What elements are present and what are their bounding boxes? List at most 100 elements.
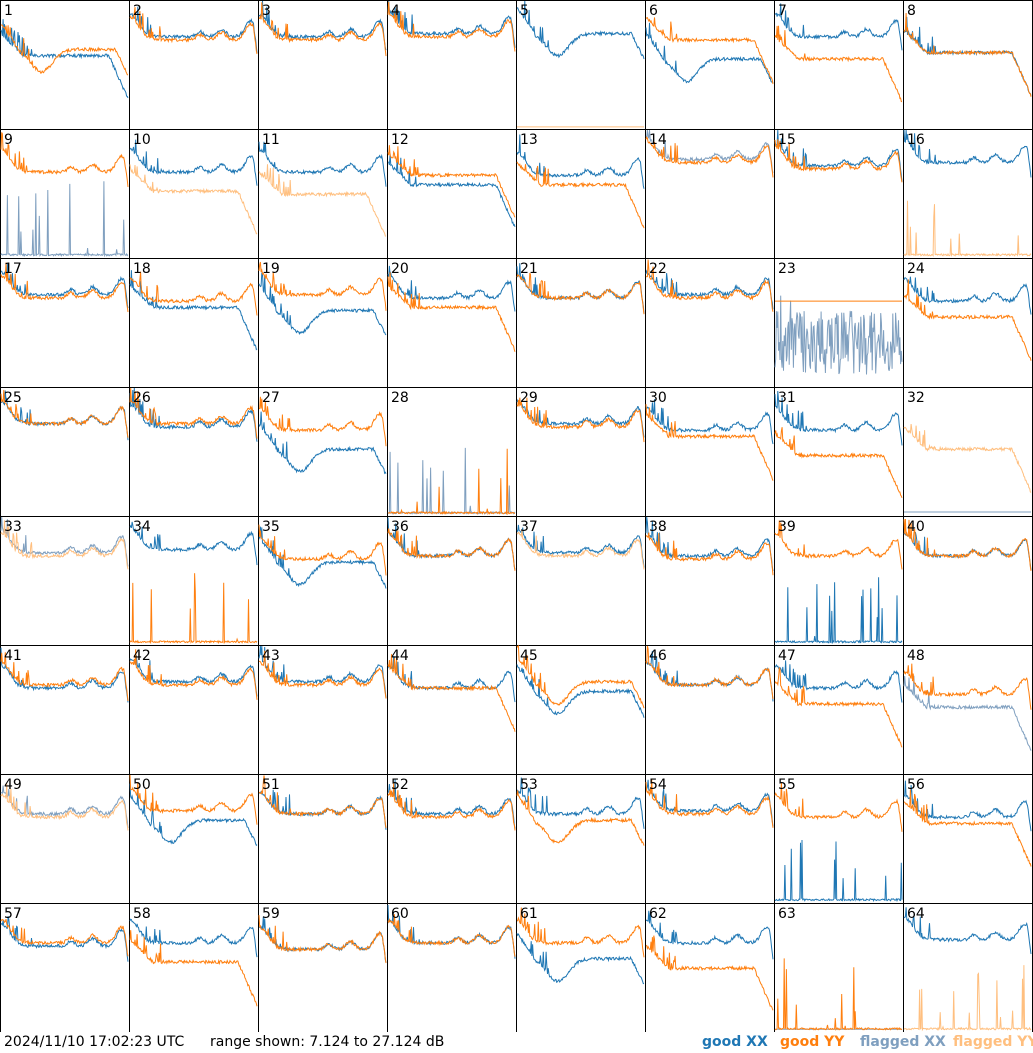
- panel-label: 57: [4, 906, 22, 922]
- series-yy-4: [387, 1, 516, 52]
- panel-label: 45: [520, 648, 538, 664]
- series-xx-61: [516, 933, 645, 985]
- panel-63: 63: [774, 903, 904, 1032]
- panel-12: 12: [387, 129, 517, 259]
- panel-label: 25: [4, 390, 22, 406]
- panel-label: 35: [262, 519, 280, 535]
- panel-frame: [516, 0, 646, 130]
- series-yy-57: [0, 918, 129, 957]
- series-yy-29: [516, 397, 645, 443]
- panel-16: 16: [903, 129, 1033, 259]
- series-yy-51: [258, 775, 387, 828]
- panel-62: 62: [645, 903, 775, 1032]
- panel-frame: [258, 903, 388, 1032]
- panel-frame: [129, 903, 259, 1032]
- panel-frame: [0, 387, 130, 517]
- panel-9: 9: [0, 129, 130, 259]
- series-xx-42: [129, 655, 258, 697]
- series-yy-8: [903, 12, 1032, 97]
- panel-8: 8: [903, 0, 1033, 130]
- panel-frame: [516, 645, 646, 775]
- panel-label: 53: [520, 777, 538, 793]
- panel-43: 43: [258, 645, 388, 775]
- panel-label: 54: [649, 777, 667, 793]
- panel-label: 51: [262, 777, 280, 793]
- panel-27: 27: [258, 387, 388, 517]
- series-xx-34: [129, 521, 258, 566]
- series-yy-6: [645, 16, 774, 85]
- series-yy-17: [0, 262, 129, 313]
- panel-41: 41: [0, 645, 130, 775]
- panel-label: 31: [778, 390, 796, 406]
- panel-frame: [774, 516, 904, 646]
- panel-label: 4: [391, 3, 400, 19]
- panel-label: 60: [391, 906, 409, 922]
- series-yy-58: [129, 930, 258, 1007]
- series-xx-20: [387, 265, 516, 312]
- panel-frame: [774, 0, 904, 130]
- panel-51: 51: [258, 774, 388, 904]
- series-yy-7: [774, 25, 903, 103]
- panel-26: 26: [129, 387, 259, 517]
- series-xx-41: [0, 647, 129, 703]
- panel-frame: [0, 903, 130, 1032]
- panel-label: 11: [262, 132, 280, 148]
- series-xx-24: [903, 276, 1032, 315]
- panel-label: 49: [4, 777, 22, 793]
- series-yy-52: [387, 783, 516, 831]
- panel-frame: [645, 258, 775, 388]
- panel-28: 28: [387, 387, 517, 517]
- panel-19: 19: [258, 258, 388, 388]
- series-yy-37: [516, 529, 645, 570]
- panel-label: 26: [133, 390, 151, 406]
- panel-42: 42: [129, 645, 259, 775]
- series-xx-45: [516, 664, 645, 718]
- panel-30: 30: [645, 387, 775, 517]
- series-yy-54: [645, 778, 774, 828]
- panel-40: 40: [903, 516, 1033, 646]
- panel-label: 6: [649, 3, 658, 19]
- series-yy-12: [387, 145, 516, 218]
- panel-7: 7: [774, 0, 904, 130]
- series-yy-55: [774, 782, 903, 832]
- timestamp-label: 2024/11/10 17:02:23 UTC: [4, 1034, 185, 1050]
- series-xx-53: [516, 777, 645, 829]
- panel-frame: [645, 0, 775, 130]
- panel-frame: [258, 645, 388, 775]
- panel-label: 40: [907, 519, 925, 535]
- panel-frame: [258, 516, 388, 646]
- panel-frame: [387, 258, 517, 388]
- series-yy-30: [645, 404, 774, 481]
- series-yy-24: [903, 279, 1032, 361]
- panel-frame: [0, 129, 130, 259]
- panel-58: 58: [129, 903, 259, 1032]
- series-yy-63: [774, 958, 903, 1032]
- series-xx-48: [903, 675, 1032, 751]
- panel-label: 9: [4, 132, 13, 148]
- panel-13: 13: [516, 129, 646, 259]
- panel-frame: [258, 0, 388, 130]
- panel-25: 25: [0, 387, 130, 517]
- panel-33: 33: [0, 516, 130, 646]
- series-xx-21: [516, 263, 645, 314]
- panel-52: 52: [387, 774, 517, 904]
- series-xx-6: [645, 22, 774, 84]
- series-yy-13: [516, 161, 645, 229]
- panel-label: 61: [520, 906, 538, 922]
- series-yy-16: [903, 200, 1032, 258]
- series-yy-38: [645, 532, 774, 576]
- panel-frame: [903, 645, 1033, 775]
- series-xx-4: [387, 0, 516, 48]
- legend-flagged-xx: flagged XX: [860, 1034, 946, 1050]
- panel-34: 34: [129, 516, 259, 646]
- series-yy-53: [516, 790, 645, 846]
- panel-frame: [387, 516, 517, 646]
- series-xx-1: [0, 19, 129, 99]
- series-yy-40: [903, 518, 1032, 571]
- panel-frame: [387, 387, 517, 517]
- panel-label: 52: [391, 777, 409, 793]
- range-label: range shown: 7.124 to 27.124 dB: [210, 1034, 445, 1050]
- panel-label: 43: [262, 648, 280, 664]
- panel-label: 34: [133, 519, 151, 535]
- panel-frame: [903, 516, 1033, 646]
